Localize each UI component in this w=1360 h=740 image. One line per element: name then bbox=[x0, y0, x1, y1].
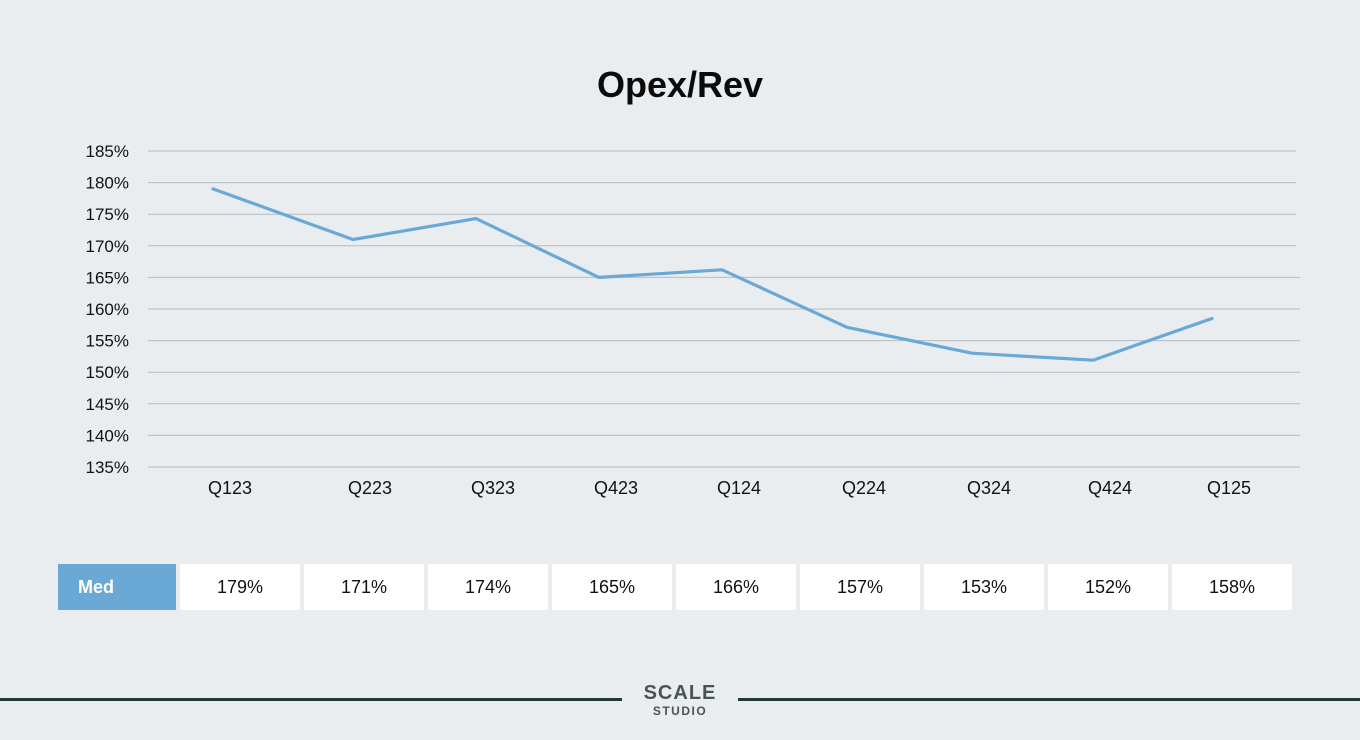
x-tick-label: Q324 bbox=[967, 478, 1011, 498]
chart-title: Opex/Rev bbox=[597, 64, 763, 105]
y-axis-ticks: 135% 140% 145% 150% 155% 160% 165% 170% 175% 180%… bbox=[86, 142, 129, 477]
y-tick-label: 135% bbox=[86, 458, 129, 477]
y-tick-label: 140% bbox=[86, 426, 129, 445]
table-cell-q223: 171% bbox=[304, 564, 424, 610]
y-tick-label: 185% bbox=[86, 142, 129, 161]
x-axis-ticks: Q123 Q223 Q323 Q423 Q124 Q224 Q324 Q424 Q125 bbox=[208, 478, 1251, 498]
x-tick-label: Q224 bbox=[842, 478, 886, 498]
footer-divider-left bbox=[0, 698, 622, 701]
table-cell-q323: 174% bbox=[428, 564, 548, 610]
table-cell-q123: 179% bbox=[180, 564, 300, 610]
y-tick-label: 145% bbox=[86, 395, 129, 414]
x-tick-label: Q423 bbox=[594, 478, 638, 498]
y-tick-label: 165% bbox=[86, 268, 129, 287]
x-tick-label: Q124 bbox=[717, 478, 761, 498]
y-tick-label: 155% bbox=[86, 332, 129, 351]
table-cell-q124: 166% bbox=[676, 564, 796, 610]
table-cell-q423: 165% bbox=[552, 564, 672, 610]
x-tick-label: Q223 bbox=[348, 478, 392, 498]
table-row-label: Med bbox=[58, 564, 176, 610]
y-tick-label: 160% bbox=[86, 300, 129, 319]
y-tick-label: 175% bbox=[86, 205, 129, 224]
data-table: Med 179% 171% 174% 165% 166% 157% 153% 1… bbox=[58, 564, 1296, 610]
table-cell-q424: 152% bbox=[1048, 564, 1168, 610]
table-cell-q324: 153% bbox=[924, 564, 1044, 610]
x-tick-label: Q125 bbox=[1207, 478, 1251, 498]
gridlines bbox=[148, 150, 1300, 468]
table-cell-q125: 158% bbox=[1172, 564, 1292, 610]
y-tick-label: 150% bbox=[86, 363, 129, 382]
x-tick-label: Q123 bbox=[208, 478, 252, 498]
scale-studio-logo: SCALE STUDIO bbox=[622, 683, 738, 717]
table-cell-q224: 157% bbox=[800, 564, 920, 610]
y-tick-label: 180% bbox=[86, 174, 129, 193]
series-line-med bbox=[211, 187, 1214, 362]
x-tick-label: Q424 bbox=[1088, 478, 1132, 498]
logo-sub-text: STUDIO bbox=[652, 704, 708, 718]
x-tick-label: Q323 bbox=[471, 478, 515, 498]
series-layer bbox=[211, 187, 1214, 362]
logo-main-text: SCALE bbox=[643, 682, 717, 704]
line-chart: Opex/Rev 135% 140% 145% 150% 155% 160% 165% 170… bbox=[86, 64, 1300, 498]
y-tick-label: 170% bbox=[86, 237, 129, 256]
footer-divider-right bbox=[738, 698, 1360, 701]
